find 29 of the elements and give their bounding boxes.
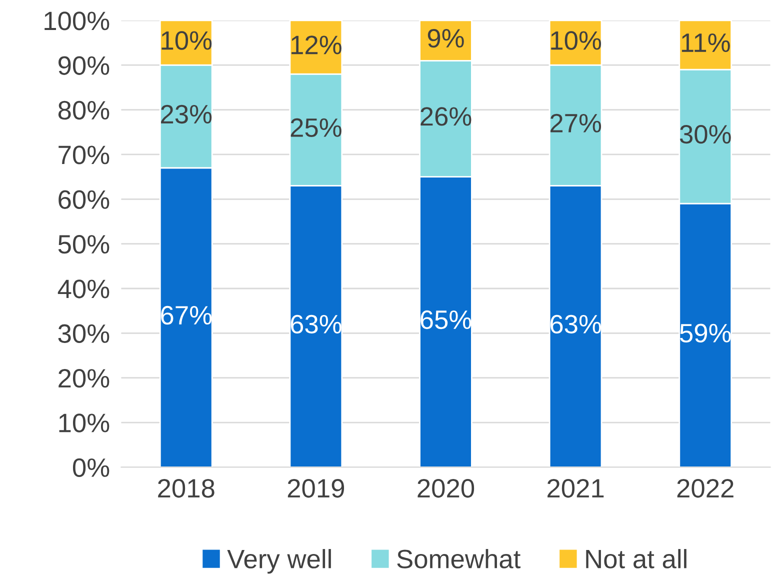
y-tick-label: 40%: [58, 280, 110, 298]
legend-label: Somewhat: [397, 549, 520, 568]
data-label: 10%: [551, 31, 602, 50]
x-tick-label: 2019: [288, 479, 344, 498]
data-label: 23%: [161, 104, 212, 124]
data-label: 65%: [420, 310, 472, 330]
x-tick-label: 2018: [158, 479, 214, 498]
y-tick-label: 0%: [72, 458, 110, 478]
data-label: 10%: [162, 31, 212, 50]
y-tick-label: 90%: [58, 56, 110, 75]
legend-label: Very well: [227, 549, 331, 574]
data-label: 63%: [550, 314, 602, 334]
y-tick-label: 70%: [58, 146, 110, 164]
x-tick-label: 2021: [548, 479, 604, 498]
y-tick-label: 50%: [58, 234, 110, 254]
x-tick-label: 2020: [418, 479, 474, 498]
y-tick-label: 20%: [58, 368, 110, 388]
y-tick-label: 100%: [44, 12, 110, 30]
y-tick-label: 80%: [58, 100, 110, 120]
y-tick-label: 10%: [59, 414, 110, 432]
y-tick-label: 30%: [58, 324, 110, 343]
x-tick-label: 2022: [677, 479, 734, 498]
data-label: 27%: [550, 114, 602, 132]
data-label: 9%: [428, 28, 464, 48]
data-label: 25%: [290, 118, 342, 137]
y-tick-label: 60%: [58, 190, 110, 209]
data-label: 67%: [161, 306, 212, 325]
legend-label: Not at all: [586, 549, 686, 568]
data-label: 11%: [682, 34, 730, 52]
